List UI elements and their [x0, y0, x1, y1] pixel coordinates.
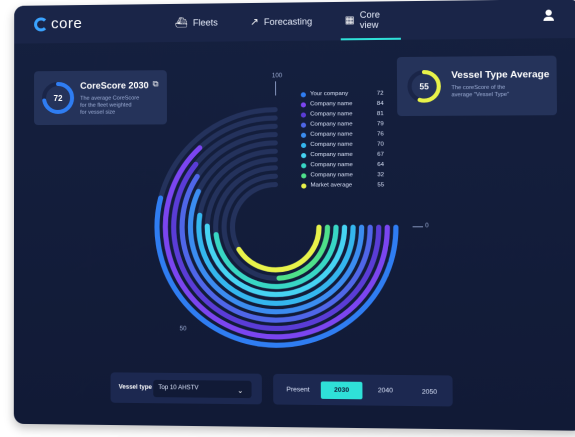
- axis-label-bottom: 50: [180, 326, 187, 332]
- legend-dot-icon: [301, 132, 306, 137]
- legend-item[interactable]: Company name 64: [301, 160, 384, 170]
- legend-dot-icon: [301, 122, 306, 127]
- vessel-type-panel: Vessel type Top 10 AHSTV ⌄: [111, 372, 262, 404]
- axis-tick-right: [413, 226, 423, 227]
- legend-value: 84: [369, 101, 384, 107]
- legend-value: 32: [369, 172, 384, 178]
- legend-label: Company name: [310, 121, 369, 127]
- legend-dot-icon: [301, 183, 306, 188]
- axis-tick-top: [275, 81, 276, 95]
- period-selector: Present 2030 2040 2050: [273, 374, 453, 407]
- vessel-type-value: Top 10 AHSTV: [158, 385, 198, 392]
- legend-item[interactable]: Company name 81: [301, 109, 384, 120]
- legend-item[interactable]: Company name 70: [301, 140, 384, 150]
- legend-item[interactable]: Your company 72: [301, 89, 384, 100]
- legend-value: 67: [369, 152, 384, 158]
- vessel-type-select[interactable]: Top 10 AHSTV ⌄: [153, 380, 251, 398]
- legend-label: Company name: [310, 162, 369, 168]
- app-screen: core ⛴ Fleets ↗ Forecasting ▦ Core view …: [14, 0, 575, 431]
- legend-label: Company name: [310, 172, 369, 178]
- legend-dot-icon: [301, 173, 306, 178]
- legend-dot-icon: [301, 112, 306, 117]
- legend-value: 70: [369, 142, 384, 148]
- legend-item[interactable]: Company name 79: [301, 119, 384, 130]
- legend-item[interactable]: Company name 76: [301, 129, 384, 140]
- legend-label: Company name: [310, 131, 369, 137]
- legend-label: Your company: [310, 91, 369, 97]
- period-2050[interactable]: 2050: [413, 388, 447, 396]
- legend-label: Market average: [310, 182, 369, 188]
- legend-dot-icon: [301, 163, 306, 168]
- legend-label: Company name: [310, 142, 369, 148]
- axis-label-top: 100: [272, 73, 282, 79]
- legend-label: Company name: [310, 101, 369, 107]
- legend-value: 79: [369, 121, 384, 127]
- legend-value: 55: [370, 182, 385, 188]
- vessel-type-label: Vessel type: [119, 385, 152, 391]
- legend-dot-icon: [301, 142, 306, 147]
- chevron-down-icon: ⌄: [237, 387, 243, 395]
- legend-dot-icon: [301, 92, 306, 97]
- legend-value: 76: [369, 131, 384, 137]
- radial-bar-chart: [14, 0, 575, 431]
- legend-label: Company name: [310, 111, 369, 117]
- chart-legend: Your company 72 Company name 84 Company name…: [301, 89, 384, 191]
- legend-value: 64: [369, 162, 384, 168]
- radial-bar[interactable]: [239, 227, 319, 270]
- legend-item[interactable]: Company name 67: [301, 150, 384, 160]
- legend-value: 72: [369, 91, 384, 97]
- legend-value: 81: [369, 111, 384, 117]
- legend-dot-icon: [301, 102, 306, 107]
- period-2040[interactable]: 2040: [369, 387, 403, 395]
- period-present[interactable]: Present: [281, 386, 314, 393]
- legend-item[interactable]: Company name 84: [301, 99, 384, 110]
- legend-item[interactable]: Company name 32: [301, 170, 384, 180]
- legend-item[interactable]: Market average 55: [301, 180, 384, 190]
- period-2030[interactable]: 2030: [321, 381, 363, 399]
- legend-label: Company name: [310, 152, 369, 158]
- axis-label-right: 0: [425, 223, 429, 229]
- legend-dot-icon: [301, 153, 306, 158]
